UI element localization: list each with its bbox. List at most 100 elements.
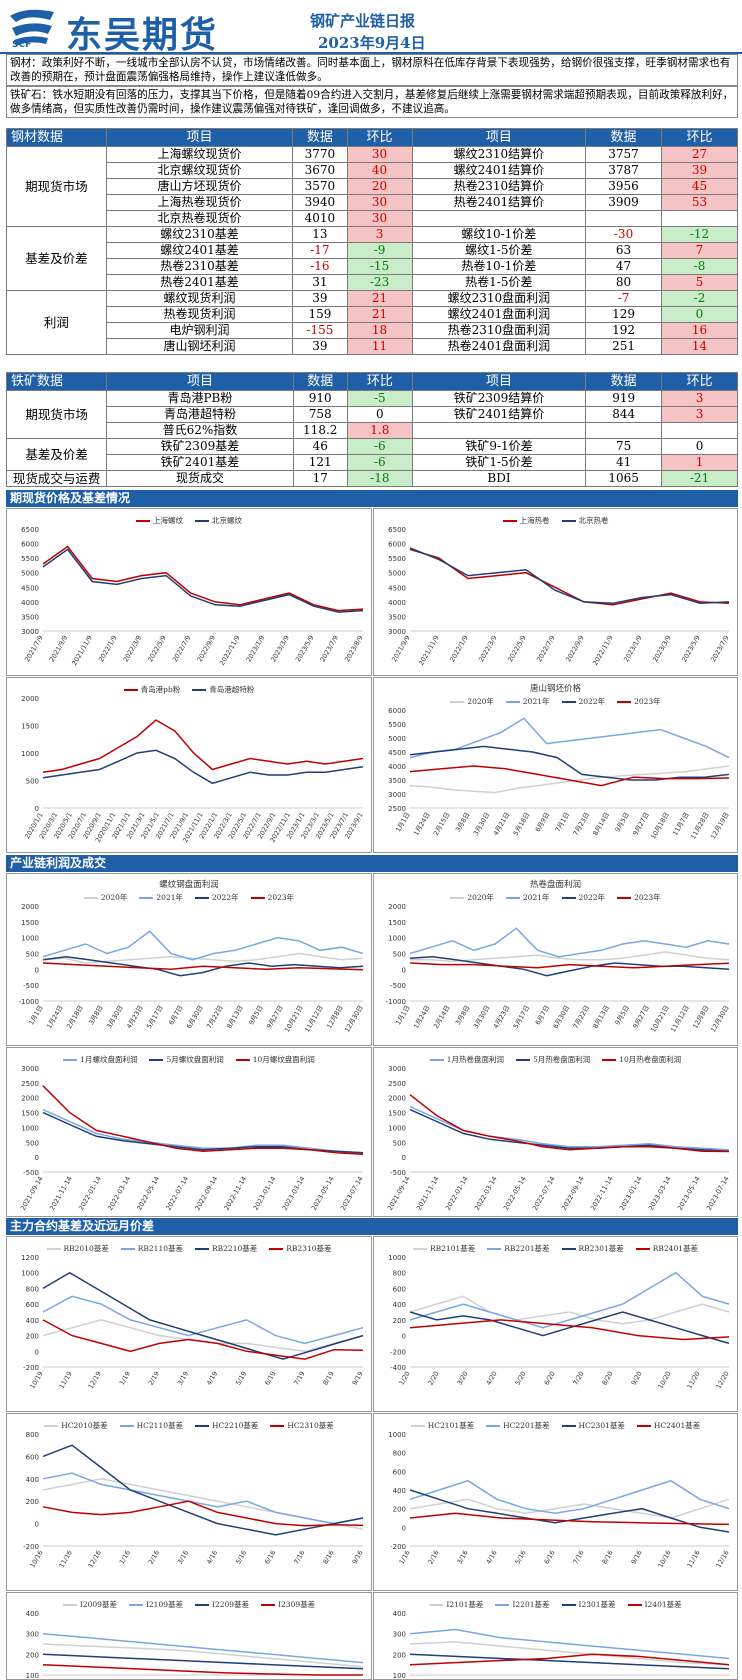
legend-item: I2101基差 <box>429 1599 483 1610</box>
chart-panel: 热卷盘面利润 2020年 2021年 2022年 2023年 2000 1500 1000 50… <box>373 873 738 1046</box>
x-tick-label: 1月1日 <box>394 1004 412 1026</box>
item-value: 3670 <box>292 162 348 179</box>
table-row: 利润 螺纹现货利润 39 21 螺纹2310盘面利润 -7 -2 <box>6 290 738 355</box>
x-tick-label: 2023/7/9 <box>319 634 341 663</box>
y-tick-label: 400 <box>26 1610 39 1618</box>
table-header-row: 钢材数据 项目 数据 环比 项目 数据 环比 <box>6 128 738 147</box>
item-change: -2 <box>661 290 738 307</box>
y-tick-label: 100 <box>26 1672 39 1679</box>
series-line <box>409 548 730 606</box>
x-tick-label: 7月23日 <box>572 811 592 837</box>
x-tick-label: 6/16 <box>263 1549 277 1566</box>
item-name: 现货成交 <box>106 470 294 487</box>
chart-legend: 2020年 2021年 2022年 2023年 <box>374 892 737 903</box>
legend-item: 2023年 <box>617 696 661 707</box>
x-tick-label: 2月18日 <box>65 1004 85 1030</box>
x-tick-label: 2021/11/9 <box>417 634 441 667</box>
series-line <box>42 1271 364 1360</box>
category-cell: 基差及价差 <box>5 438 108 471</box>
x-tick-label: 2021-11-14 <box>415 1175 441 1212</box>
x-tick-label: 2023-07-14 <box>339 1175 365 1212</box>
item-change: -18 <box>346 470 413 487</box>
chart-title: 唐山钢坯价格 <box>529 684 581 694</box>
item-value: 3956 <box>585 178 662 195</box>
item-value: -7 <box>585 290 662 307</box>
x-tick-label: 10月18日 <box>649 811 671 841</box>
y-tick-label: 400 <box>26 1317 39 1325</box>
x-tick-label: 3月8日 <box>87 1004 105 1026</box>
legend-swatch <box>515 1059 530 1061</box>
x-tick-label: 12/19 <box>87 1370 103 1390</box>
x-tick-label: 6/20 <box>542 1370 556 1387</box>
legend-swatch <box>195 1425 209 1427</box>
chart-plot: 400 300 200 100 <box>26 1610 364 1679</box>
legend-swatch <box>450 897 465 899</box>
item-name: 螺纹2401盘面利润 <box>411 306 587 323</box>
y-tick-label: 800 <box>393 1270 406 1278</box>
x-tick-label: 2023-01-14 <box>618 1175 644 1212</box>
x-tick-label: 2/16 <box>147 1549 161 1566</box>
legend-swatch <box>270 1425 285 1427</box>
y-tick-label: 3500 <box>21 613 39 621</box>
y-tick-label: 2500 <box>21 1080 39 1088</box>
legend-label: HC2210基差 <box>212 1421 259 1430</box>
x-tick-label: 3月30日 <box>472 811 492 837</box>
x-tick-label: 1月1日 <box>27 1004 45 1026</box>
item-name: 螺纹2310盘面利润 <box>411 290 587 307</box>
legend-label: 1月螺纹盘面利润 <box>80 1055 138 1064</box>
item-value: 3770 <box>292 146 348 163</box>
legend-label: 2020年 <box>467 697 494 706</box>
x-tick-label: 3月8日 <box>454 1004 472 1026</box>
item-value: 47 <box>585 258 662 275</box>
item-change: 0 <box>346 406 413 423</box>
item-change: 39 <box>661 162 738 179</box>
item-name: 青岛港PB粉 <box>106 390 294 407</box>
y-tick-label: 200 <box>393 1506 406 1514</box>
legend-swatch <box>149 1059 164 1061</box>
x-tick-label: 3月30日 <box>472 1004 492 1030</box>
legend-item: 2020年 <box>83 892 127 903</box>
legend-swatch <box>139 897 154 899</box>
item-change: -15 <box>346 258 413 275</box>
item-change: 7 <box>661 242 738 259</box>
legend-label: 2023年 <box>267 893 295 902</box>
item-name: 热卷2310基差 <box>105 258 294 275</box>
chart-legend: 1月螺纹盘面利润 5月螺纹盘面利润 10月螺纹盘面利润 <box>7 1054 371 1065</box>
item-name: 上海热卷现货价 <box>105 194 294 211</box>
item-change: 18 <box>346 322 413 339</box>
x-tick-label: 2022/7/9 <box>535 634 557 663</box>
item-name: 铁矿2401结算价 <box>411 406 587 423</box>
section-header-basis: 主力合约基差及近远月价差 <box>6 1218 738 1235</box>
x-tick-label: 11/19 <box>58 1370 74 1390</box>
x-tick-label: 2022/5/9 <box>506 634 528 663</box>
legend-item: 2023年 <box>250 892 295 903</box>
table-row: 唐山方坯现货价 3570 20 热卷2310结算价 3956 45 <box>7 178 738 195</box>
legend-item: 2022年 <box>195 892 239 903</box>
x-tick-label: 6月30日 <box>185 1004 205 1030</box>
x-tick-label: 4月23日 <box>492 1004 512 1030</box>
x-tick-label: 9月27日 <box>631 811 651 837</box>
y-tick-label: 2000 <box>21 1095 39 1103</box>
y-tick-label: -200 <box>23 1543 39 1551</box>
report-date: 2023年9月4日 <box>318 34 426 52</box>
x-tick-label: 2/16 <box>426 1549 440 1566</box>
series-line <box>42 1643 364 1668</box>
x-tick-label: 6/16 <box>542 1549 556 1566</box>
section-header-prices: 期现货价格及基差情况 <box>6 490 738 507</box>
x-tick-label: 2023-05-14 <box>310 1175 336 1212</box>
table-row: 北京热卷现货价 4010 30 <box>7 210 738 227</box>
legend-label: 2022年 <box>578 893 606 902</box>
chart-panel: RB2010基差 RB2110基差 RB2210基差 RB2310基差 1200 1000… <box>6 1236 372 1412</box>
legend-label: RB2210基差 <box>212 1244 258 1253</box>
y-tick-label: 4500 <box>388 749 406 757</box>
legend-swatch <box>429 1604 444 1606</box>
y-tick-label: 0 <box>402 1524 406 1532</box>
x-tick-label: 2022/1/9 <box>97 634 119 663</box>
x-tick-label: 8/19 <box>321 1370 335 1387</box>
legend-swatch <box>636 1425 651 1427</box>
x-tick-label: 7月22日 <box>572 1004 592 1030</box>
legend-label: 2023年 <box>634 697 661 706</box>
y-tick-label: 3000 <box>21 628 39 636</box>
y-tick-label: 1000 <box>388 1431 406 1439</box>
x-tick-label: 10/20 <box>656 1370 672 1390</box>
